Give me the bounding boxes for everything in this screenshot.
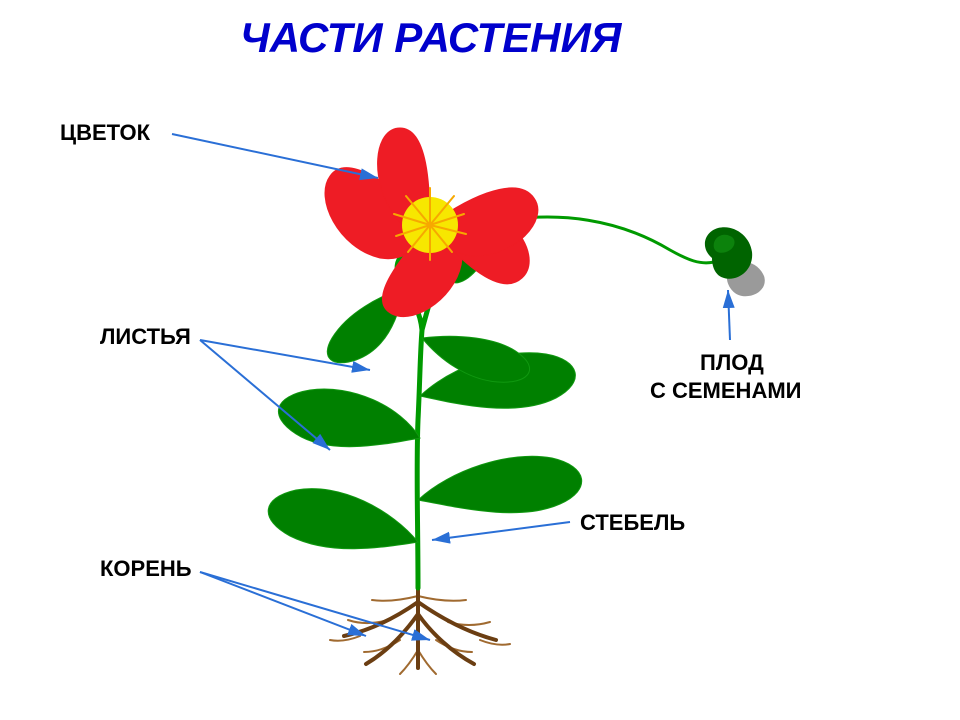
roots-fine <box>330 596 510 674</box>
label-fruit: ПЛОД <box>700 350 764 376</box>
label-root: КОРЕНЬ <box>100 556 192 582</box>
flower-stamens <box>394 188 466 260</box>
diagram-stage: ЧАСТИ РАСТЕНИЯ ЦВЕТОК ЛИСТЬЯ КОРЕНЬ СТЕБ… <box>0 0 960 720</box>
diagram-title: ЧАСТИ РАСТЕНИЯ <box>240 14 621 62</box>
label-leaves: ЛИСТЬЯ <box>100 324 191 350</box>
label-seeds: С СЕМЕНАМИ <box>650 378 801 404</box>
diagram-canvas <box>0 0 960 720</box>
label-flower: ЦВЕТОК <box>60 120 150 146</box>
flower-center <box>402 197 458 253</box>
roots-main <box>344 588 496 668</box>
leaves-shape <box>268 222 581 549</box>
pointer-lines <box>172 134 730 640</box>
label-stem: СТЕБЕЛЬ <box>580 510 685 536</box>
flower-petals <box>325 128 538 317</box>
fruit-shape <box>705 227 765 296</box>
